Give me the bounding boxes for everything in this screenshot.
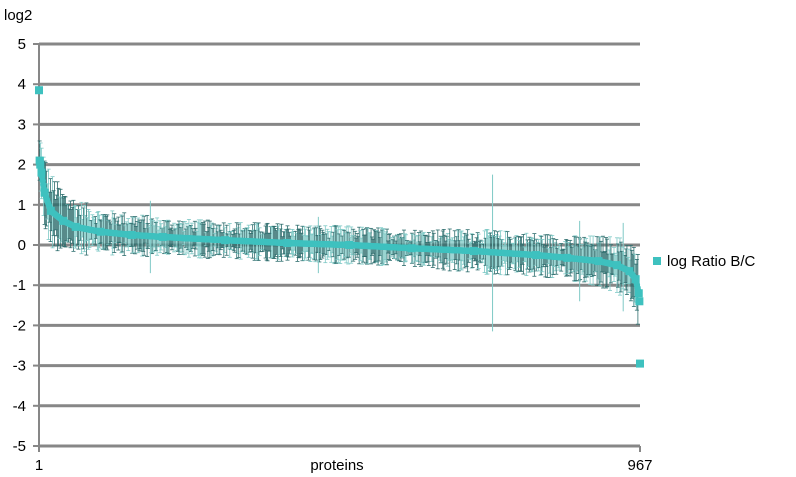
data-point-marker (221, 236, 230, 245)
data-point-marker (625, 267, 634, 276)
data-point-marker (71, 222, 80, 231)
y-tick-label: 5 (18, 36, 26, 53)
data-point-marker (127, 230, 136, 239)
legend-swatch (653, 257, 661, 265)
y-tick-label: -5 (13, 438, 26, 455)
data-point-marker (532, 251, 541, 260)
data-point-marker (631, 275, 640, 284)
data-point-marker (59, 216, 68, 225)
y-tick-label: 0 (18, 237, 26, 254)
data-point-marker (634, 289, 643, 298)
y-tick-label: -2 (13, 317, 26, 334)
y-tick-labels: 5 4 3 2 1 0 -1 -2 -3 -4 -5 (13, 36, 26, 455)
legend: log Ratio B/C (653, 253, 756, 270)
y-tick-label: 3 (18, 116, 26, 133)
legend-label: log Ratio B/C (667, 253, 756, 270)
x-tick-label: 967 (627, 457, 652, 474)
y-tick-label: 2 (18, 157, 26, 174)
data-point-marker (36, 160, 45, 169)
data-point-marker (96, 227, 105, 236)
x-axis-title: proteins (310, 457, 363, 474)
data-point-marker (407, 244, 416, 253)
data-point-marker (635, 297, 644, 306)
y-tick-label: 4 (18, 76, 26, 93)
data-point-marker (563, 253, 572, 262)
data-point-marker (612, 261, 621, 270)
y-tick-label: -1 (13, 277, 26, 294)
data-point-marker (636, 359, 644, 368)
data-point-marker (35, 86, 43, 95)
data-point-marker (37, 168, 46, 177)
data-point-marker (158, 232, 167, 241)
data-point-marker (283, 238, 292, 247)
y-tick-label: -4 (13, 398, 26, 415)
x-tick-labels: 1 967 (35, 457, 653, 474)
data-point-marker (35, 156, 44, 165)
data-point-marker (469, 247, 478, 256)
y-tick-label: -3 (13, 358, 26, 375)
data-point-marker (46, 206, 55, 215)
x-tick-label: 1 (35, 457, 43, 474)
data-point-marker (40, 188, 49, 197)
y-axis-title: log2 (4, 7, 32, 24)
y-tick-label: 1 (18, 197, 26, 214)
data-point-marker (594, 257, 603, 266)
data-point-marker (345, 241, 354, 249)
series-markers (35, 86, 644, 368)
